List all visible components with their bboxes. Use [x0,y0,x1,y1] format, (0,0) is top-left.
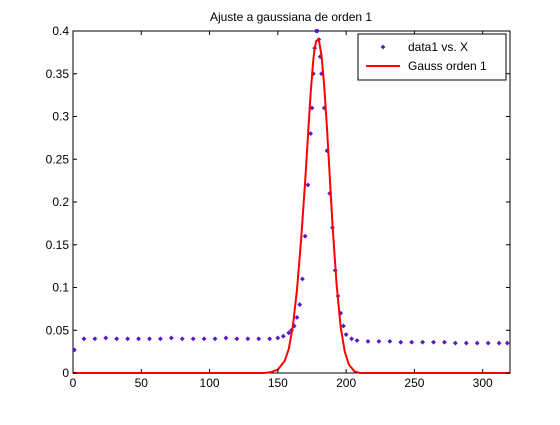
data-point [504,340,510,346]
data-point [340,323,346,329]
data-point [452,340,458,346]
data-point [190,336,196,342]
series-layer [71,28,510,374]
y-tick-label: 0.15 [46,238,70,252]
data-point [309,105,315,111]
data-point [485,340,491,346]
y-tick-label: 0.1 [52,281,69,295]
data-point [442,339,447,345]
legend-label: data1 vs. X [408,40,468,54]
data-point [343,332,349,337]
y-tick-label: 0.25 [46,152,70,166]
data-point [280,333,286,339]
data-point [297,302,303,308]
data-point [157,336,163,342]
y-tick-label: 0.35 [46,67,70,81]
x-tick-label: 100 [200,376,220,390]
data-point [136,336,141,342]
ticks-layer: 0 50 100 150 200 250 300 0 0.05 0.1 0.15 0.2 0.25 0.3… [46,24,510,390]
x-tick-label: 150 [268,376,288,390]
data-point [114,336,120,342]
legend: data1 vs. X Gauss orden 1 [357,33,507,81]
data-point [387,338,393,344]
data-point [92,336,98,342]
data-point [245,336,251,342]
y-tick-label: 0 [62,366,69,380]
data-point [376,338,382,344]
x-tick-label: 0 [70,376,77,390]
data-point [81,336,87,342]
data-point [125,336,131,342]
legend-box [357,33,507,81]
data-point [365,338,371,344]
data-point [308,131,314,137]
data-point [349,336,355,342]
data-point [409,339,415,345]
data-point [431,339,436,345]
series-points-data1 [71,28,510,353]
y-tick-label: 0.4 [52,24,69,38]
x-tick-label: 250 [404,376,424,390]
axes-box [72,30,511,374]
chart-title: Ajuste a gaussiana de orden 1 [210,10,372,24]
y-tick-label: 0.05 [46,323,70,337]
data-point [223,335,229,341]
y-tick-label: 0.2 [52,195,69,209]
data-point [168,335,174,341]
x-tick-label: 50 [135,376,149,390]
legend-label: Gauss orden 1 [408,59,487,73]
data-point [463,340,469,346]
x-tick-label: 200 [336,376,356,390]
data-point [496,340,502,346]
y-tick-label: 0.3 [52,110,69,124]
data-point [294,315,300,320]
data-point [302,233,308,239]
plot-area [72,30,511,374]
data-point [420,339,426,345]
series-line-gauss-orden-1 [73,37,510,374]
legend-marker-swatch [380,44,386,50]
data-point [234,336,240,342]
data-point [212,336,218,342]
data-point [315,28,320,34]
data-point [147,336,152,342]
data-point [201,336,207,342]
data-point [354,338,360,343]
x-tick-label: 300 [473,376,493,390]
data-point [300,276,305,282]
data-point [275,335,281,341]
data-point [398,339,404,345]
data-point [103,335,109,341]
data-point [305,182,311,188]
data-point [71,347,77,353]
data-point [474,340,480,346]
data-point [267,336,273,342]
data-point [256,336,262,342]
data-point [179,336,185,342]
